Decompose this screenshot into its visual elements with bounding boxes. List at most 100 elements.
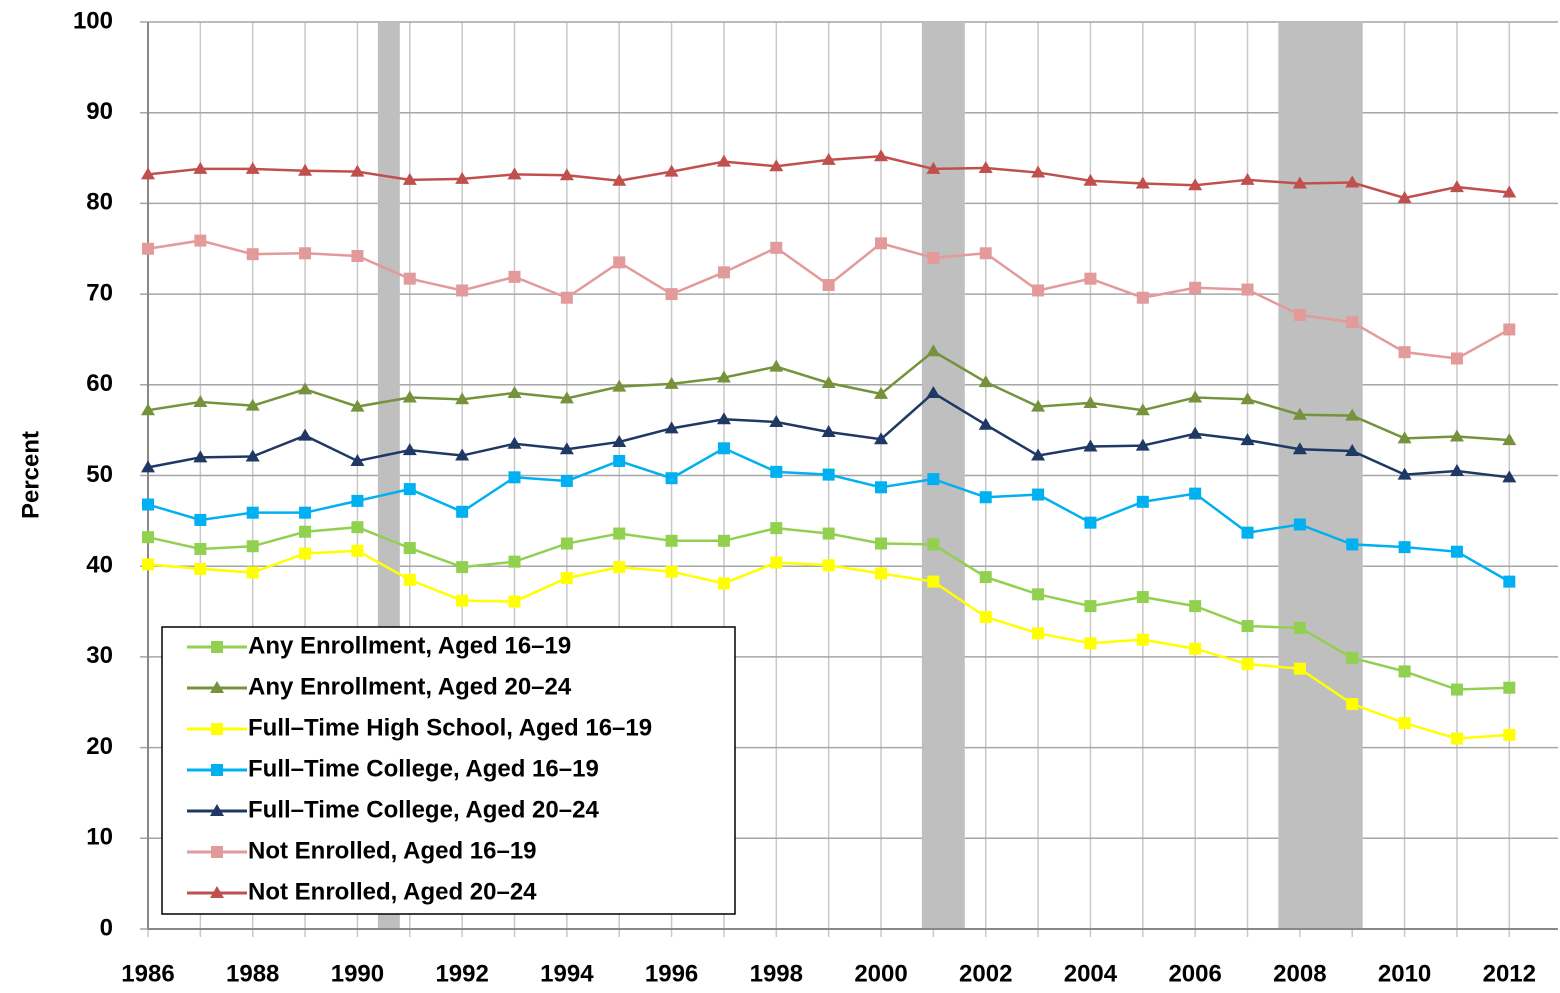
x-tick-label: 1992 [435, 960, 488, 987]
marker [717, 442, 730, 455]
marker [142, 531, 154, 544]
marker [874, 149, 889, 162]
marker [926, 344, 941, 357]
marker [560, 571, 573, 584]
marker [1503, 575, 1516, 588]
marker [665, 534, 678, 547]
marker [1293, 621, 1306, 634]
marker [1241, 658, 1254, 671]
legend-label: Any Enrollment, Aged 16–19 [248, 632, 571, 659]
marker [874, 432, 889, 445]
legend-marker [210, 886, 224, 898]
marker [456, 561, 469, 574]
marker [1240, 392, 1255, 405]
legend-marker [211, 641, 223, 653]
marker [1188, 426, 1203, 439]
marker [403, 573, 416, 586]
marker [402, 390, 417, 403]
marker [613, 561, 626, 574]
x-tick-label: 2000 [854, 960, 907, 987]
marker [769, 359, 784, 372]
marker [769, 414, 784, 427]
y-tick-label: 80 [86, 189, 113, 216]
marker [978, 375, 993, 388]
marker [299, 247, 312, 260]
marker [350, 164, 365, 177]
marker [559, 391, 574, 404]
marker [456, 505, 469, 518]
marker [613, 256, 626, 269]
marker [1450, 683, 1463, 696]
marker [1292, 442, 1307, 455]
x-tick-label: 2008 [1273, 960, 1326, 987]
legend-marker [211, 846, 223, 858]
marker [875, 537, 888, 550]
marker [769, 159, 784, 172]
marker [351, 544, 364, 557]
marker [246, 540, 259, 553]
marker [822, 468, 835, 481]
x-tick-label: 2002 [959, 960, 1012, 987]
marker [926, 385, 941, 398]
marker [664, 421, 679, 434]
marker [1031, 399, 1046, 412]
x-tick-label: 1994 [540, 960, 594, 987]
marker [194, 234, 207, 247]
marker [194, 542, 207, 555]
marker [1449, 180, 1464, 193]
marker [1032, 588, 1045, 601]
marker [927, 538, 940, 551]
marker [299, 525, 312, 538]
marker [1397, 467, 1412, 480]
marker [142, 498, 154, 511]
marker [821, 424, 836, 437]
marker [1450, 352, 1463, 365]
marker [1189, 281, 1202, 294]
marker [1136, 291, 1149, 304]
marker [978, 417, 993, 430]
marker [1136, 495, 1149, 508]
y-tick-label: 70 [86, 279, 113, 306]
marker [299, 506, 312, 519]
x-tick-label: 2010 [1378, 960, 1431, 987]
marker [1398, 346, 1411, 359]
legend-marker [211, 723, 223, 735]
marker [612, 434, 627, 447]
marker [402, 172, 417, 185]
marker [875, 481, 888, 494]
marker [246, 506, 259, 519]
marker [1240, 433, 1255, 446]
marker [245, 398, 260, 411]
marker [770, 556, 783, 569]
marker [298, 382, 313, 395]
marker [350, 399, 365, 412]
marker [1136, 591, 1149, 604]
marker [1083, 439, 1098, 452]
x-tick-label: 1986 [121, 960, 174, 987]
marker [979, 610, 992, 623]
marker [1345, 444, 1360, 457]
legend-marker [211, 764, 223, 776]
marker [194, 513, 207, 526]
marker [613, 527, 626, 540]
marker [298, 428, 313, 441]
marker [1189, 642, 1202, 655]
marker [874, 386, 889, 399]
marker [978, 161, 993, 174]
marker [298, 163, 313, 176]
x-tick-label: 2006 [1168, 960, 1221, 987]
marker [1293, 518, 1306, 531]
legend: Any Enrollment, Aged 16–19 Any Enrollment… [161, 626, 736, 915]
marker [1292, 176, 1307, 189]
marker [1241, 283, 1254, 296]
marker [1346, 316, 1359, 329]
marker [1345, 408, 1360, 421]
marker [875, 567, 888, 580]
y-tick-label: 50 [86, 461, 113, 488]
marker [664, 376, 679, 389]
marker [508, 555, 521, 568]
marker [508, 595, 521, 608]
marker [1084, 600, 1097, 613]
marker [1502, 433, 1517, 446]
marker [665, 472, 678, 485]
